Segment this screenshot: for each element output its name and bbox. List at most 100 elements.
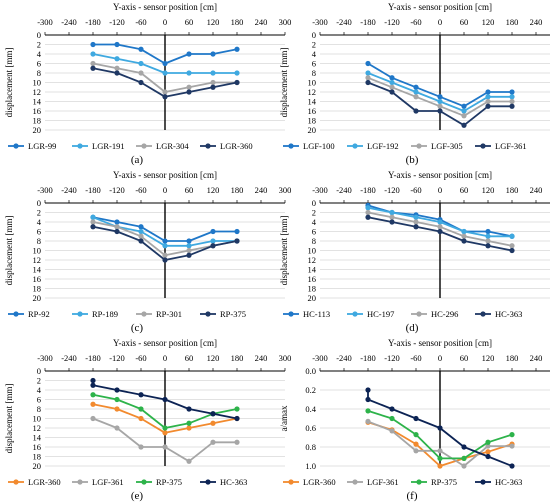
- data-point: [485, 243, 491, 249]
- x-tick-label: -180: [85, 353, 101, 363]
- x-tick-label: -300: [37, 185, 53, 195]
- data-point: [90, 41, 96, 48]
- data-point: [210, 79, 216, 86]
- x-tick-label: -60: [410, 17, 421, 27]
- data-point: [114, 41, 120, 48]
- x-tick-label: -300: [312, 185, 328, 195]
- data-point: [413, 441, 419, 447]
- data-point: [437, 98, 443, 105]
- data-point: [365, 209, 371, 216]
- y-tick-label: 0.0: [305, 366, 316, 376]
- x-tick-label: 0: [438, 185, 442, 195]
- legend-label: LGR-99: [28, 141, 56, 151]
- legend-marker: [13, 311, 19, 317]
- data-point: [186, 252, 192, 258]
- x-tick-label: 240: [255, 353, 268, 363]
- data-point: [210, 420, 216, 426]
- data-point: [234, 415, 240, 422]
- data-point: [485, 439, 491, 445]
- data-point: [138, 228, 144, 235]
- data-point: [509, 94, 515, 100]
- x-tick-label: -240: [336, 185, 352, 195]
- y-axis-label: displacement [mm]: [4, 216, 14, 286]
- y-tick-label: 10: [308, 78, 317, 88]
- x-tick-label: 240: [530, 353, 543, 363]
- y-tick-label: 4: [312, 49, 317, 59]
- legend-marker: [77, 311, 83, 317]
- legend-label: RP-375: [220, 309, 246, 319]
- y-tick-label: 0.4: [305, 404, 316, 414]
- data-point: [389, 406, 395, 412]
- data-point: [509, 432, 515, 438]
- x-tick-label: 120: [207, 185, 220, 195]
- data-point: [485, 103, 491, 109]
- x-tick-label: 240: [530, 185, 543, 195]
- data-point: [114, 70, 120, 76]
- data-point: [485, 238, 491, 244]
- x-tick-label: 180: [231, 17, 244, 27]
- data-point: [437, 463, 443, 469]
- legend-label: RP-92: [28, 309, 50, 319]
- legend-marker: [480, 311, 486, 317]
- data-point: [186, 89, 192, 95]
- legend-label: HC-296: [431, 309, 458, 319]
- data-point: [90, 219, 96, 225]
- y-tick-label: 14: [308, 265, 317, 275]
- data-point: [90, 224, 96, 230]
- data-point: [413, 224, 419, 230]
- legend-label: HC-113: [303, 309, 330, 319]
- data-point: [138, 46, 144, 52]
- data-point: [389, 214, 395, 220]
- data-point: [365, 75, 371, 81]
- data-point: [413, 219, 419, 225]
- data-point: [234, 406, 240, 412]
- x-tick-label: -60: [135, 17, 146, 27]
- data-point: [437, 228, 443, 235]
- data-point: [138, 444, 144, 450]
- data-point: [365, 70, 371, 76]
- data-point: [461, 228, 467, 235]
- y-tick-label: 8: [312, 236, 316, 246]
- legend-marker: [77, 479, 83, 485]
- data-point: [413, 94, 419, 100]
- x-tick-label: 120: [207, 17, 220, 27]
- data-point: [437, 455, 443, 461]
- data-point: [485, 453, 491, 460]
- data-point: [114, 387, 120, 393]
- y-tick-label: 20: [33, 293, 42, 303]
- data-point: [234, 238, 240, 244]
- data-point: [389, 415, 395, 422]
- y-tick-label: 6: [37, 227, 41, 237]
- y-axis-label: displacement [mm]: [4, 48, 14, 118]
- data-point: [114, 56, 120, 62]
- x-tick-label: 300: [279, 353, 292, 363]
- y-tick-label: 0.8: [305, 442, 316, 452]
- data-point: [90, 401, 96, 407]
- data-point: [234, 46, 240, 52]
- data-point: [210, 51, 216, 57]
- x-tick-label: -240: [336, 353, 352, 363]
- data-point: [186, 458, 192, 464]
- x-tick-label: -60: [410, 185, 421, 195]
- data-point: [162, 444, 168, 450]
- y-tick-label: 0.6: [305, 423, 316, 433]
- legend-marker: [13, 143, 19, 149]
- data-point: [485, 94, 491, 100]
- data-point: [413, 89, 419, 95]
- y-tick-label: 10: [33, 78, 42, 88]
- y-tick-label: 20: [33, 125, 42, 135]
- data-point: [162, 94, 168, 100]
- data-point: [509, 89, 515, 95]
- y-tick-label: 0: [37, 198, 41, 208]
- data-point: [210, 411, 216, 417]
- data-point: [162, 252, 168, 258]
- legend-marker: [416, 311, 422, 317]
- y-tick-label: 6: [37, 395, 41, 405]
- legend-label: HC-363: [495, 309, 522, 319]
- x-tick-label: 60: [185, 353, 194, 363]
- legend-label: RP-375: [431, 477, 457, 487]
- data-point: [365, 387, 371, 393]
- data-point: [186, 51, 192, 57]
- x-tick-label: -120: [384, 353, 400, 363]
- data-point: [162, 257, 168, 263]
